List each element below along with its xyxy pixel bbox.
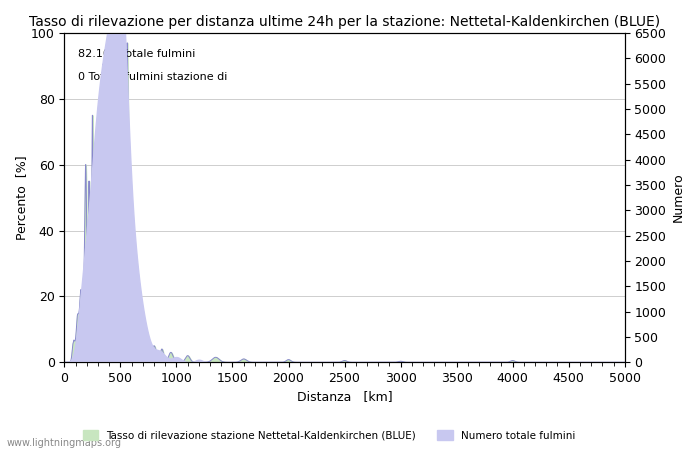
Legend: Tasso di rilevazione stazione Nettetal-Kaldenkirchen (BLUE), Numero totale fulmi: Tasso di rilevazione stazione Nettetal-K… [78,426,580,445]
Text: www.lightningmaps.org: www.lightningmaps.org [7,438,122,448]
Y-axis label: Numero: Numero [672,173,685,222]
Y-axis label: Percento  [%]: Percento [%] [15,155,28,240]
Text: 82.109 Totale fulmini: 82.109 Totale fulmini [78,50,196,59]
Text: 0 Totale fulmini stazione di: 0 Totale fulmini stazione di [78,72,228,82]
Title: Tasso di rilevazione per distanza ultime 24h per la stazione: Nettetal-Kaldenkir: Tasso di rilevazione per distanza ultime… [29,15,660,29]
X-axis label: Distanza   [km]: Distanza [km] [297,391,393,404]
